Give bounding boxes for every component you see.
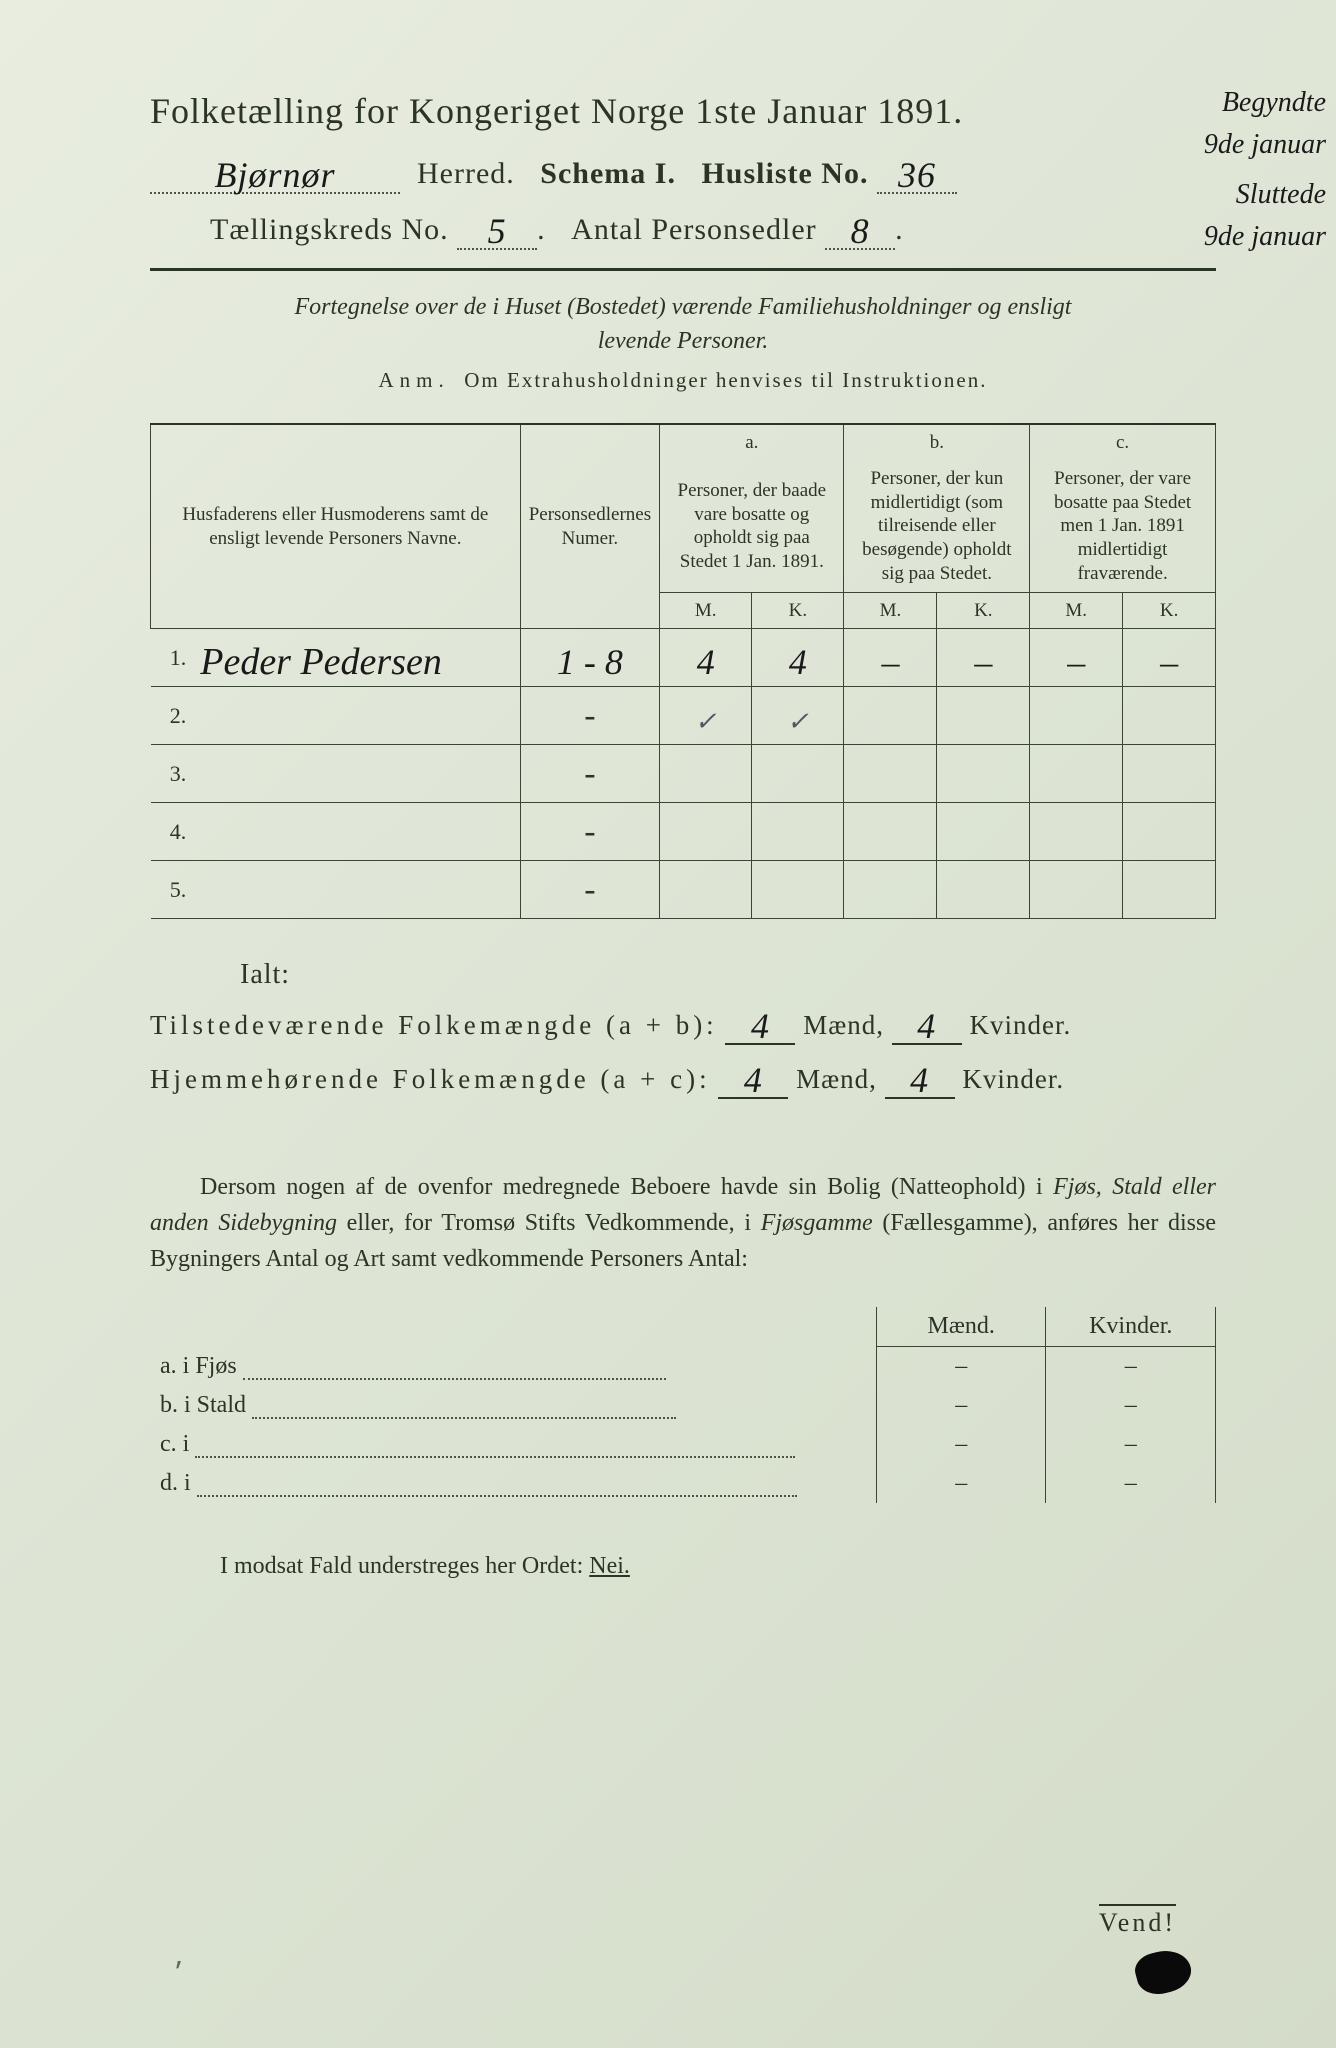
- kreds-value: 5: [488, 211, 507, 251]
- col-num-header: Personsedlernes Numer.: [529, 504, 651, 549]
- col-b-top: b.: [930, 432, 944, 453]
- ialt-label: Ialt:: [240, 959, 1216, 991]
- bld-row: b. i Stald – –: [150, 1386, 1216, 1425]
- ink-blot-icon: [1132, 1945, 1196, 2000]
- col-a-top: a.: [745, 432, 758, 453]
- herred-label: Herred.: [417, 157, 515, 190]
- schema-label: Schema I.: [540, 157, 676, 190]
- table-row: 3. -: [151, 745, 1216, 803]
- col-b-header: Personer, der kun midlertidigt (som tilr…: [862, 468, 1011, 584]
- husliste-label: Husliste No.: [701, 157, 868, 190]
- table-row: 5. -: [151, 861, 1216, 919]
- col-a-k: K.: [752, 592, 844, 629]
- bld-head-m: Mænd.: [876, 1307, 1046, 1347]
- col-a-header: Personer, der baade vare bosatte og opho…: [678, 480, 827, 572]
- sedler-value: 8: [851, 211, 870, 251]
- kreds-label: Tællingskreds No.: [210, 213, 449, 246]
- herred-value: Bjørnør: [214, 155, 335, 195]
- bld-head-k: Kvinder.: [1046, 1307, 1216, 1347]
- outbuilding-paragraph: Dersom nogen af de ovenfor medregnede Be…: [150, 1169, 1216, 1277]
- header-line-kreds: Tællingskreds No. 5 . Antal Personsedler…: [150, 206, 1216, 250]
- col-name-header: Husfaderens eller Husmoderens samt de en…: [182, 504, 488, 549]
- sum-resident: Hjemmehørende Folkemængde (a + c): 4 Mæn…: [150, 1055, 1216, 1099]
- nei-line: I modsat Fald understreges her Ordet: Ne…: [150, 1553, 1216, 1580]
- table-row: 4. -: [151, 803, 1216, 861]
- sum-present: Tilstedeværende Folkemængde (a + b): 4 M…: [150, 1001, 1216, 1045]
- husliste-value: 36: [898, 155, 936, 195]
- header-line-herred: Bjørnør Herred. Schema I. Husliste No. 3…: [150, 150, 1216, 194]
- bld-row: d. i – –: [150, 1464, 1216, 1503]
- col-c-top: c.: [1116, 432, 1129, 453]
- census-form-page: Begyndte 9de januar Sluttede 9de januar …: [0, 0, 1336, 2048]
- col-b-k: K.: [937, 592, 1030, 629]
- bld-row: a. i Fjøs – –: [150, 1347, 1216, 1387]
- household-table: Husfaderens eller Husmoderens samt de en…: [150, 423, 1216, 919]
- table-row: 1. Peder Pedersen 1 - 8 4 4 – – – –: [151, 629, 1216, 687]
- household-name: Peder Pedersen: [200, 641, 442, 683]
- anm-note: Anm. Om Extrahusholdninger henvises til …: [150, 368, 1216, 393]
- margin-note-ended: Sluttede: [1236, 180, 1326, 211]
- outbuilding-table: Mænd. Kvinder. a. i Fjøs – – b. i Stald …: [150, 1307, 1216, 1503]
- bld-row: c. i – –: [150, 1425, 1216, 1464]
- margin-note-begun: Begyndte: [1222, 88, 1326, 119]
- col-c-header: Personer, der vare bosatte paa Stedet me…: [1054, 468, 1191, 584]
- divider-top: [150, 268, 1216, 271]
- col-c-m: M.: [1030, 592, 1123, 629]
- smudge-icon: ⸴: [175, 1937, 183, 1978]
- sedler-label: Antal Personsedler: [571, 213, 816, 246]
- table-row: 2. - ✓ ✓: [151, 687, 1216, 745]
- margin-note-ended-date: 9de januar: [1204, 222, 1326, 253]
- form-title: Folketælling for Kongeriget Norge 1ste J…: [150, 90, 1216, 132]
- col-a-m: M.: [660, 592, 752, 629]
- col-b-m: M.: [844, 592, 937, 629]
- margin-note-begun-date: 9de januar: [1204, 130, 1326, 161]
- subtitle: Fortegnelse over de i Huset (Bostedet) v…: [150, 291, 1216, 358]
- turn-over-label: Vend!: [1099, 1904, 1176, 1938]
- col-c-k: K.: [1123, 592, 1216, 629]
